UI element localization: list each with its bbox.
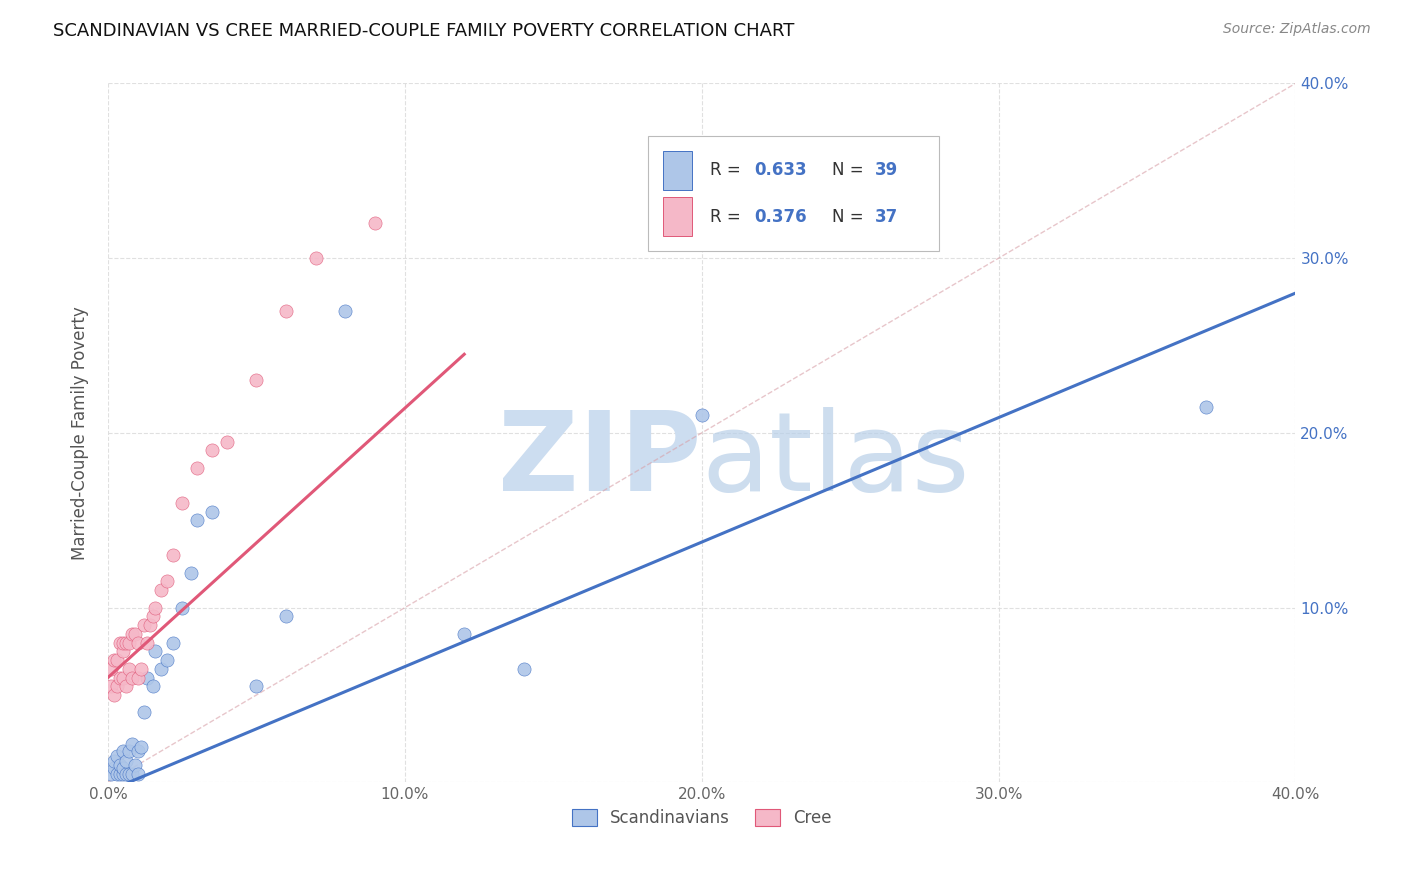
Point xyxy=(245,679,267,693)
Point xyxy=(108,766,131,780)
Point xyxy=(869,155,891,169)
Point xyxy=(1195,400,1218,414)
Y-axis label: Married-Couple Family Poverty: Married-Couple Family Poverty xyxy=(72,306,89,560)
Point xyxy=(111,766,134,780)
Point xyxy=(124,627,146,641)
Bar xyxy=(662,152,692,190)
Point xyxy=(135,671,157,685)
Point xyxy=(145,644,167,658)
Point xyxy=(145,600,167,615)
Point xyxy=(103,688,125,702)
Point xyxy=(100,766,122,780)
Text: Source: ZipAtlas.com: Source: ZipAtlas.com xyxy=(1223,22,1371,37)
Point xyxy=(364,216,387,230)
Point xyxy=(186,460,208,475)
Point xyxy=(172,600,194,615)
Point xyxy=(114,766,136,780)
Legend: Scandinavians, Cree: Scandinavians, Cree xyxy=(565,802,838,833)
Point xyxy=(162,548,184,562)
Point xyxy=(186,513,208,527)
Point xyxy=(150,583,173,598)
Point xyxy=(111,761,134,775)
Point xyxy=(114,755,136,769)
Point xyxy=(129,740,152,755)
Point xyxy=(453,627,475,641)
Point xyxy=(135,635,157,649)
Point xyxy=(132,706,155,720)
Point xyxy=(305,251,328,265)
Point xyxy=(201,443,224,458)
Point xyxy=(118,744,141,758)
Text: 39: 39 xyxy=(875,161,898,179)
Point xyxy=(103,761,125,775)
Bar xyxy=(662,197,692,235)
Point xyxy=(121,627,143,641)
Point xyxy=(121,766,143,780)
Point xyxy=(127,635,149,649)
Point xyxy=(180,566,202,580)
Point xyxy=(141,609,163,624)
Point xyxy=(690,409,713,423)
Text: 0.633: 0.633 xyxy=(754,161,807,179)
Point xyxy=(201,504,224,518)
Bar xyxy=(648,136,939,252)
Point xyxy=(114,635,136,649)
Point xyxy=(111,671,134,685)
Point xyxy=(108,671,131,685)
Point xyxy=(512,662,534,676)
Point xyxy=(118,766,141,780)
Point xyxy=(129,662,152,676)
Point xyxy=(114,679,136,693)
Point xyxy=(150,662,173,676)
Text: ZIP: ZIP xyxy=(498,408,702,515)
Point xyxy=(105,679,128,693)
Point xyxy=(124,757,146,772)
Point xyxy=(141,679,163,693)
Point xyxy=(111,635,134,649)
Point xyxy=(162,635,184,649)
Point xyxy=(215,434,238,449)
Point xyxy=(103,755,125,769)
Point xyxy=(156,574,179,589)
Point xyxy=(172,496,194,510)
Point xyxy=(127,671,149,685)
Point xyxy=(118,662,141,676)
Point xyxy=(132,618,155,632)
Point xyxy=(121,671,143,685)
Text: N =: N = xyxy=(832,161,869,179)
Point xyxy=(100,679,122,693)
Point xyxy=(111,644,134,658)
Text: 37: 37 xyxy=(875,208,898,226)
Text: SCANDINAVIAN VS CREE MARRIED-COUPLE FAMILY POVERTY CORRELATION CHART: SCANDINAVIAN VS CREE MARRIED-COUPLE FAMI… xyxy=(53,22,794,40)
Point xyxy=(127,766,149,780)
Point xyxy=(105,749,128,764)
Point xyxy=(108,635,131,649)
Point xyxy=(118,635,141,649)
Point xyxy=(127,744,149,758)
Point xyxy=(274,303,297,318)
Text: N =: N = xyxy=(832,208,869,226)
Text: R =: R = xyxy=(710,208,747,226)
Point xyxy=(274,609,297,624)
Text: 0.376: 0.376 xyxy=(754,208,807,226)
Text: R =: R = xyxy=(710,161,747,179)
Point xyxy=(100,662,122,676)
Point xyxy=(156,653,179,667)
Point xyxy=(111,744,134,758)
Point xyxy=(138,618,160,632)
Point xyxy=(103,653,125,667)
Point xyxy=(121,737,143,751)
Point xyxy=(108,757,131,772)
Point xyxy=(105,766,128,780)
Point xyxy=(335,303,357,318)
Point xyxy=(105,653,128,667)
Point xyxy=(245,374,267,388)
Text: atlas: atlas xyxy=(702,408,970,515)
